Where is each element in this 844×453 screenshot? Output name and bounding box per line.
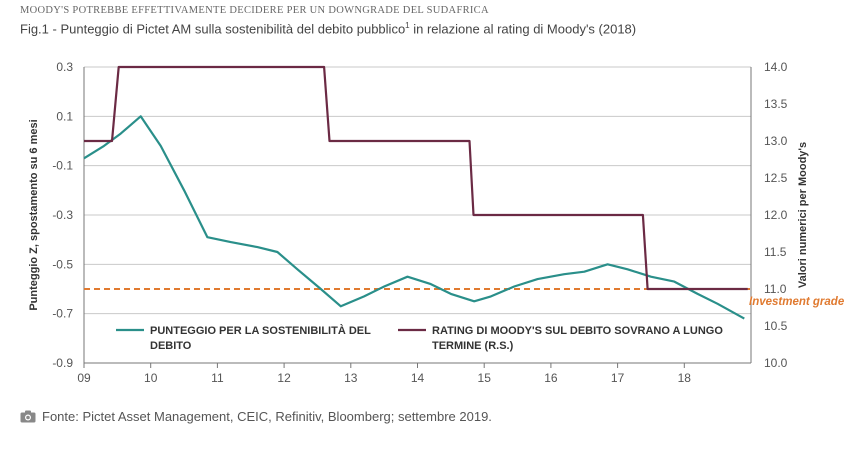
x-tick-label: 16 — [544, 371, 558, 385]
x-tick-label: 11 — [211, 371, 224, 385]
right-tick-label: 11.0 — [764, 282, 787, 296]
x-tick-label: 18 — [678, 371, 692, 385]
x-tick-label: 14 — [411, 371, 425, 385]
left-tick-label: -0.1 — [52, 159, 73, 173]
legend-label: PUNTEGGIO PER LA SOSTENIBILITÀ DEL — [150, 324, 371, 337]
legend-label: TERMINE (R.S.) — [432, 340, 514, 352]
x-tick-label: 12 — [277, 371, 291, 385]
right-tick-label: 13.0 — [764, 134, 788, 148]
chart-title-tail: in relazione al rating di Moody's (2018) — [409, 21, 637, 37]
right-tick-label: 12.5 — [764, 171, 788, 185]
right-tick-label: 10.5 — [764, 319, 788, 333]
moodys-rating-line — [84, 65, 748, 291]
left-tick-label: 0.1 — [56, 109, 73, 123]
left-tick-label: 0.3 — [56, 60, 73, 74]
right-tick-label: 12.0 — [764, 208, 788, 222]
source-note: Fonte: Pictet Asset Management, CEIC, Re… — [20, 409, 492, 424]
right-tick-label: 10.0 — [764, 356, 788, 370]
left-tick-label: -0.9 — [52, 356, 73, 370]
legend-label: RATING DI MOODY'S SUL DEBITO SOVRANO A L… — [432, 325, 723, 337]
left-tick-label: -0.7 — [52, 307, 73, 321]
left-tick-label: -0.5 — [52, 257, 73, 271]
left-tick-label: -0.3 — [52, 208, 73, 222]
y-axis-title-left: Punteggio Z, spostamento su 6 mesi — [28, 119, 40, 310]
x-tick-label: 09 — [77, 371, 91, 385]
chart-title-footnote: 1 — [405, 21, 410, 30]
source-text: Fonte: Pictet Asset Management, CEIC, Re… — [42, 409, 492, 424]
x-tick-label: 17 — [611, 371, 625, 385]
x-tick-label: 15 — [478, 371, 492, 385]
chart-svg: 0.3 0.1 -0.1 -0.3 -0.5 -0.7 -0.9 14.0 13.5 13.0 12… — [28, 60, 844, 385]
legend-label: DEBITO — [150, 340, 192, 352]
x-tick-label: 13 — [344, 371, 358, 385]
chart-title: Fig.1 - Punteggio di Pictet AM sulla sos… — [20, 21, 636, 36]
debt-sustainability-line — [83, 115, 745, 320]
chart-title-main: Fig.1 - Punteggio di Pictet AM sulla sos… — [20, 21, 406, 37]
x-tick-label: 10 — [144, 371, 158, 385]
y-axis-title-right: Valori numerici per Moody's — [797, 142, 809, 288]
investment-grade-label: Investment grade — [749, 296, 844, 308]
camera-icon — [20, 410, 36, 423]
right-tick-label: 13.5 — [764, 97, 788, 111]
right-tick-label: 11.5 — [764, 245, 787, 259]
right-tick-label: 14.0 — [764, 60, 788, 74]
chart-supertitle: MOODY'S POTREBBE EFFETTIVAMENTE DECIDERE… — [20, 5, 489, 16]
